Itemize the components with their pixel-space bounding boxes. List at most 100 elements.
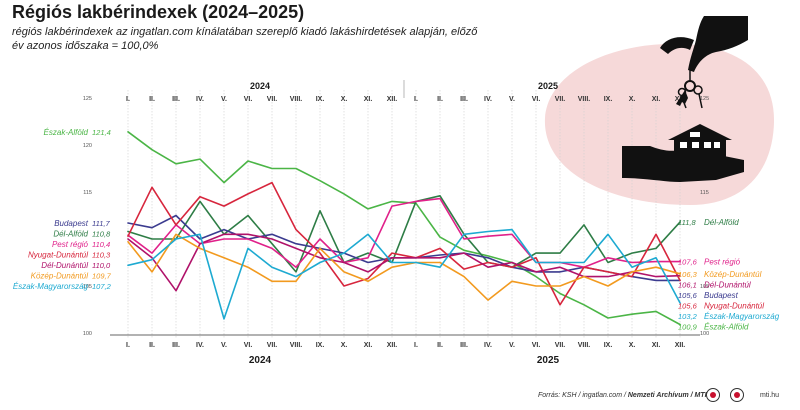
month-label-top: IV.: [196, 96, 204, 103]
month-label-bottom: I.: [126, 342, 130, 349]
series-end-value: 103,2: [678, 312, 698, 321]
month-label-bottom: V.: [509, 342, 515, 349]
month-label-bottom: VI.: [532, 342, 541, 349]
month-label-bottom: X.: [341, 342, 348, 349]
month-label-top: XII.: [387, 96, 398, 103]
month-label-bottom: V.: [221, 342, 227, 349]
series-name-start: Budapest: [54, 219, 89, 228]
series-name-start: Dél-Alföld: [53, 230, 88, 239]
source-bold-text: Nemzeti Archívum / MTI: [627, 392, 707, 399]
page-subtitle: régiós lakbérindexek az ingatlan.com kín…: [12, 26, 478, 52]
series-name-start: Közép-Dunántúl: [31, 272, 89, 281]
month-label-bottom: VIII.: [578, 342, 591, 349]
series-name-start: Észak-Alföld: [44, 128, 89, 137]
month-label-top: I.: [414, 96, 418, 103]
month-label-top: III.: [172, 96, 180, 103]
month-label-top: III.: [460, 96, 468, 103]
month-label-top: XI.: [364, 96, 373, 103]
year-label-bottom-2024: 2024: [249, 355, 272, 366]
series-name-end: Nyugat-Dunántúl: [704, 301, 764, 310]
series-start-value: 121,4: [92, 128, 111, 137]
month-label-top: IV.: [484, 96, 492, 103]
y-tick-label-left: 105: [83, 284, 92, 290]
month-label-bottom: I.: [414, 342, 418, 349]
series-end-value: 106,1: [678, 280, 697, 289]
year-label-top-2024: 2024: [250, 81, 270, 91]
hand-with-keys-icon: [660, 16, 748, 109]
series-line-4: [127, 197, 681, 269]
month-label-top: XI.: [652, 96, 661, 103]
month-label-top: VI.: [244, 96, 253, 103]
series-end-value: 111,8: [678, 218, 696, 227]
month-label-top: VII.: [555, 96, 566, 103]
y-tick-label-left: 100: [83, 331, 92, 337]
chart-series: [127, 131, 681, 326]
month-label-bottom: XI.: [652, 342, 661, 349]
month-label-top: I.: [126, 96, 130, 103]
series-end-value: 105,6: [678, 301, 698, 310]
month-label-top: IX.: [604, 96, 613, 103]
series-name-start: Dél-Dunántúl: [41, 261, 88, 270]
month-label-top: VIII.: [578, 96, 591, 103]
month-label-bottom: XII.: [675, 342, 686, 349]
y-tick-label-right: 100: [700, 331, 709, 337]
site-link[interactable]: mti.hu: [760, 392, 780, 399]
series-name-end: Észak-Alföld: [704, 322, 749, 331]
y-tick-label-left: 115: [83, 190, 92, 196]
month-label-top: VI.: [532, 96, 541, 103]
month-label-top: VII.: [267, 96, 278, 103]
page-title: Régiós lakbérindexek (2024–2025): [12, 2, 305, 22]
series-end-value: 105,6: [678, 291, 698, 300]
series-name-end: Budapest: [704, 291, 739, 300]
background-blob: [544, 43, 775, 205]
chart-grid: [127, 90, 681, 338]
source-note: Forrás: KSH / ingatlan.com / Nemzeti Arc…: [538, 392, 707, 399]
series-name-end: Pest régió: [704, 258, 741, 267]
mti-logo-icon: [706, 388, 720, 402]
month-label-bottom: VIII.: [290, 342, 303, 349]
month-label-top: II.: [149, 96, 155, 103]
series-name-end: Észak-Magyarország: [704, 312, 780, 321]
month-label-bottom: II.: [437, 342, 443, 349]
month-label-bottom: III.: [172, 342, 180, 349]
series-line-2: [127, 195, 681, 273]
series-name-start: Észak-Magyarország: [13, 282, 89, 291]
series-name-end: Közép-Dunántúl: [704, 270, 762, 279]
series-start-value: 110,3: [92, 251, 111, 260]
series-line-8: [127, 228, 681, 320]
series-start-value: 110,8: [92, 230, 111, 239]
month-label-bottom: X.: [629, 342, 636, 349]
y-tick-label-left: 120: [83, 143, 92, 149]
series-start-value: 111,7: [92, 219, 110, 228]
series-line-7: [127, 233, 681, 301]
month-label-bottom: IV.: [484, 342, 492, 349]
month-label-top: IX.: [316, 96, 325, 103]
month-label-top: VIII.: [290, 96, 303, 103]
month-label-bottom: IX.: [604, 342, 613, 349]
y-tick-label-right: 125: [700, 96, 709, 102]
month-label-top: X.: [629, 96, 636, 103]
series-name-start: Nyugat-Dunántúl: [28, 251, 88, 260]
series-name-start: Pest régió: [52, 240, 89, 249]
series-start-value: 107,2: [92, 282, 112, 291]
year-label-top-2025: 2025: [538, 81, 558, 91]
month-label-bottom: III.: [460, 342, 468, 349]
month-label-bottom: XI.: [364, 342, 373, 349]
month-label-bottom: IV.: [196, 342, 204, 349]
month-label-top: X.: [341, 96, 348, 103]
series-start-value: 110,4: [92, 240, 110, 249]
series-start-value: 110,0: [92, 261, 111, 270]
month-label-bottom: VII.: [267, 342, 278, 349]
month-label-bottom: VII.: [555, 342, 566, 349]
series-start-value: 109,7: [92, 272, 112, 281]
series-end-value: 107,6: [678, 258, 698, 267]
y-tick-label-right: 115: [700, 190, 709, 196]
month-label-bottom: XII.: [387, 342, 398, 349]
series-name-end: Dél-Dunántúl: [704, 280, 751, 289]
series-line-1: [127, 131, 681, 326]
series-line-5: [127, 181, 681, 306]
archive-logo-icon: [730, 388, 744, 402]
month-label-top: II.: [437, 96, 443, 103]
